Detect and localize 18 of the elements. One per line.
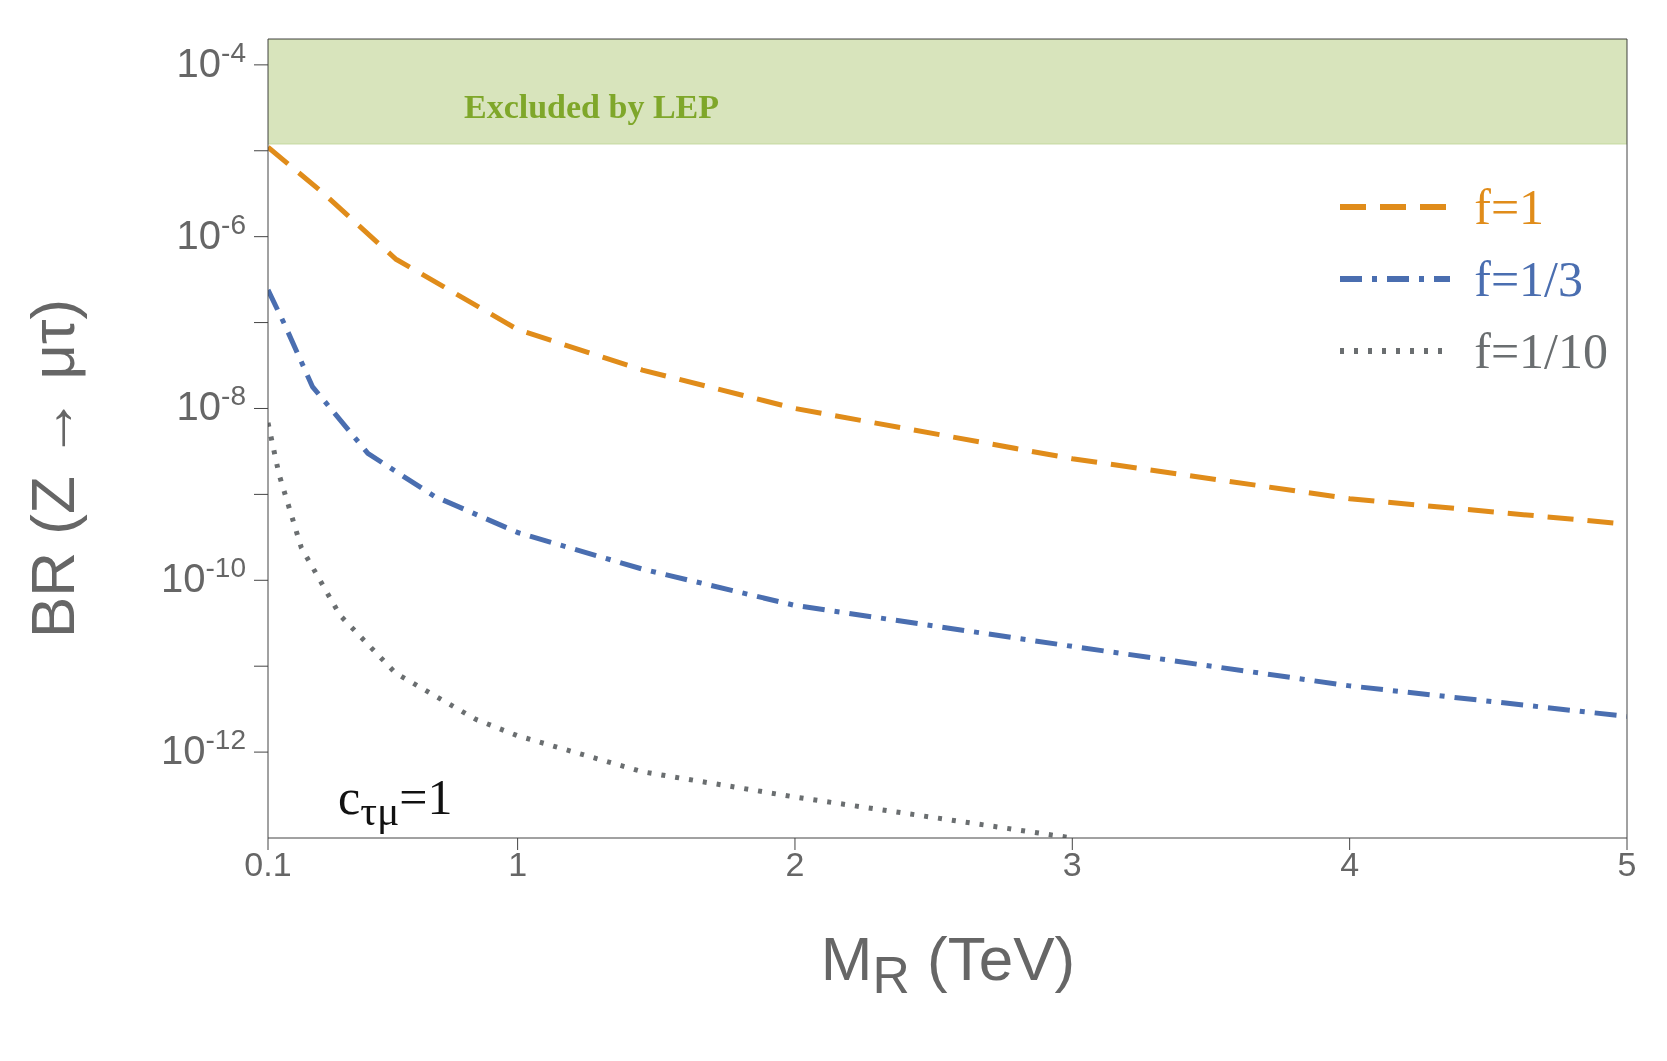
x-tick-label: 3 — [1062, 845, 1082, 884]
y-tick-label: 10$^{-8}$ — [176, 379, 246, 429]
x-tick-label: 1 — [508, 845, 528, 884]
band-label: Excluded by LEP — [464, 87, 720, 125]
y-tick-label: 10$^{-4}$ — [176, 36, 246, 85]
x-tick-label: 5 — [1617, 845, 1637, 884]
y-axis-title: BR (Z → μτ) — [17, 298, 89, 638]
legend-label: f=1/3 — [1474, 250, 1583, 308]
x-axis-title: M$_{R}$ (TeV) — [819, 923, 1077, 1006]
x-tick-label: 2 — [785, 845, 805, 884]
y-tick-label: 10$^{-6}$ — [176, 208, 246, 257]
y-tick-label: 10$^{-12}$ — [161, 723, 246, 773]
y-tick-label: 10$^{-10}$ — [161, 551, 246, 601]
legend-label: f=1 — [1474, 178, 1545, 236]
x-tick-label: 0.1 — [244, 845, 292, 884]
x-tick-label: 4 — [1340, 845, 1360, 884]
annotation: c$_{τμ}$=1 — [338, 768, 453, 835]
legend-label: f=1/10 — [1474, 322, 1608, 380]
